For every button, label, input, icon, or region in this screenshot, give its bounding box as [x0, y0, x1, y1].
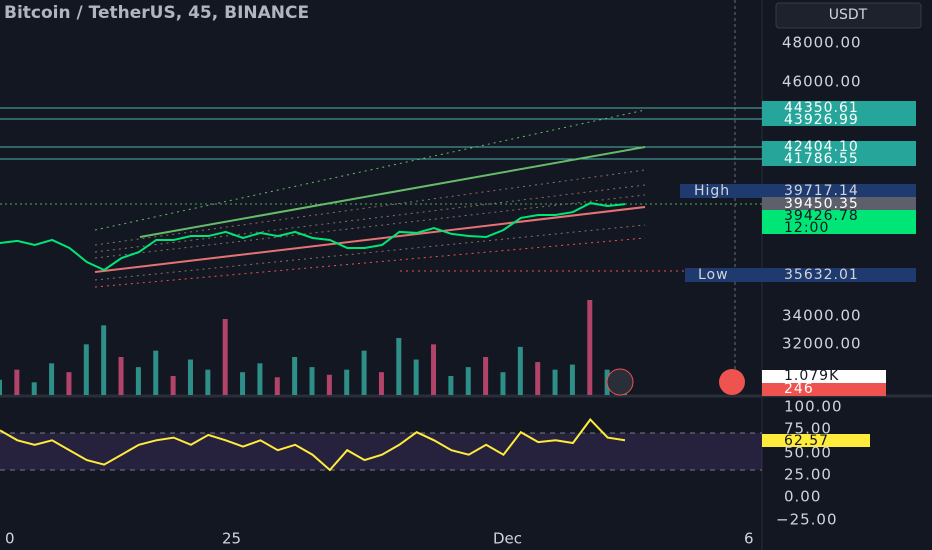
volume-bar: [587, 300, 593, 395]
volume-bar: [413, 359, 419, 395]
volume-bar: [31, 382, 37, 395]
low-value: 35632.01: [784, 267, 859, 283]
high-label: High: [694, 183, 730, 199]
levels: [0, 107, 762, 160]
rsi-value: 62.57: [784, 433, 829, 449]
low-tag: [685, 268, 762, 282]
volume-bar: [292, 357, 298, 395]
volume-badge: [762, 370, 886, 383]
title: Bitcoin / TetherUS, 45, BINANCE: [4, 3, 309, 23]
volume-bar: [500, 372, 506, 395]
rsi-line: [0, 418, 626, 472]
volume-bar: [517, 346, 523, 395]
volume-bar: [326, 374, 332, 395]
low-label: Low: [698, 267, 729, 283]
volume-bar: [535, 362, 541, 395]
high-value: 39717.14: [784, 183, 859, 199]
price-line: [0, 202, 626, 272]
currency-button[interactable]: [775, 2, 922, 29]
time-tick: 0: [5, 530, 15, 548]
icon[interactable]: [606, 368, 634, 396]
volume-bar: [14, 369, 20, 395]
price-tick: 34000.00: [782, 307, 862, 325]
rsi-tick: −25.00: [776, 511, 838, 529]
level-badges: [762, 101, 916, 166]
last-badge: [762, 210, 916, 234]
volume-bar: [431, 344, 437, 395]
low-badge: [762, 268, 916, 282]
volume-bar: [49, 363, 55, 395]
volume-bar: [83, 344, 89, 395]
volume-bar: [569, 364, 575, 395]
rsi-tick: 25.00: [784, 466, 832, 484]
volume-bar: [135, 367, 141, 395]
volume-bar: [222, 319, 228, 395]
volume-bar: [448, 376, 454, 395]
volume-bar: [170, 376, 176, 395]
volume-bar: [483, 357, 489, 395]
price-tick: 32000.00: [782, 335, 862, 353]
volume-ma: 1.079K: [784, 368, 839, 384]
volume-badge: [762, 383, 886, 396]
trend-upper: [139, 146, 646, 238]
volume-last: 246: [784, 381, 814, 397]
prev-close: 39450.35: [784, 196, 859, 212]
last-price: 39426.78: [784, 208, 859, 224]
rsi-tick: 75.00: [784, 420, 832, 438]
rsi-tick: 0.00: [784, 488, 821, 506]
volume-bar: [66, 372, 72, 395]
volume-bar: [378, 372, 384, 395]
volume-bar: [552, 369, 558, 395]
volume-bar: [240, 372, 246, 395]
level: 44350.61: [784, 100, 859, 116]
rsi-tick: 50.00: [784, 444, 832, 462]
volume: [0, 300, 627, 395]
volume-bar: [205, 369, 211, 395]
volume-bar: [257, 363, 263, 395]
volume-bar: [118, 357, 124, 395]
volume-bar: [309, 367, 315, 395]
time-tick: Dec: [493, 530, 522, 548]
rsi-tick: 100.00: [784, 398, 843, 416]
volume-bar: [396, 338, 402, 395]
prev-close-badge: [762, 197, 916, 211]
rsi-badge: [762, 434, 870, 447]
price-tick: 46000.00: [782, 73, 862, 91]
volume-bar: [187, 359, 193, 395]
level: 41786.55: [784, 151, 859, 167]
trend-lower: [94, 206, 646, 273]
volume-bar: [0, 379, 2, 395]
level: 42404.10: [784, 139, 859, 155]
currency[interactable]: USDT: [829, 7, 868, 23]
countdown: 12:00: [784, 220, 829, 236]
high-tag: [680, 184, 762, 198]
volume-bar: [465, 367, 471, 395]
icon[interactable]: [719, 369, 745, 395]
time-tick: 6: [744, 530, 754, 548]
time-tick: 25: [222, 530, 241, 548]
level: 43926.99: [784, 112, 859, 128]
volume-bar: [274, 377, 280, 395]
rsi-band: [0, 433, 762, 470]
volume-bar: [101, 325, 107, 395]
volume-bar: [344, 369, 350, 395]
high-badge: [762, 184, 916, 198]
volume-bar: [361, 350, 367, 395]
price-tick: 48000.00: [782, 34, 862, 52]
volume-bar: [153, 350, 159, 395]
